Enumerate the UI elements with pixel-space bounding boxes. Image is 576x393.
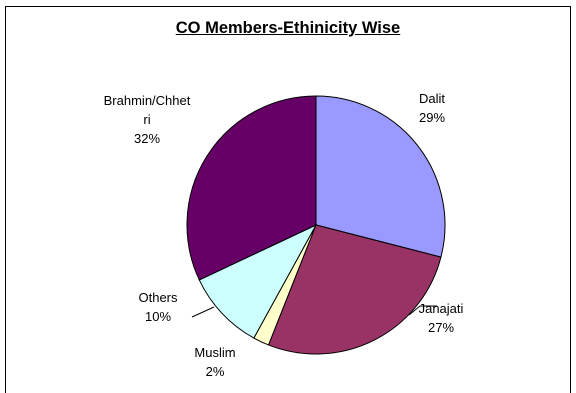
data-label-others: Others 10% <box>138 290 178 324</box>
leader-line-janajati <box>408 305 437 316</box>
leader-line-others <box>191 306 215 318</box>
leader-line-muslim <box>229 349 234 353</box>
data-label-muslim: Muslim 2% <box>194 345 235 379</box>
data-label-brahmin-chhetri: Brahmin/Chhet ri 32% <box>104 93 191 146</box>
chart-title: CO Members-Ethinicity Wise <box>175 19 401 37</box>
pie-slice-others <box>198 223 318 339</box>
data-label-dalit: Dalit 29% <box>419 91 445 125</box>
pie-slice-dalit <box>315 95 446 258</box>
data-label-janajati: Janajati 27% <box>419 301 464 335</box>
pie-slice-brahmin-chhetri <box>186 95 317 281</box>
pie-slice-janajati <box>267 224 442 355</box>
